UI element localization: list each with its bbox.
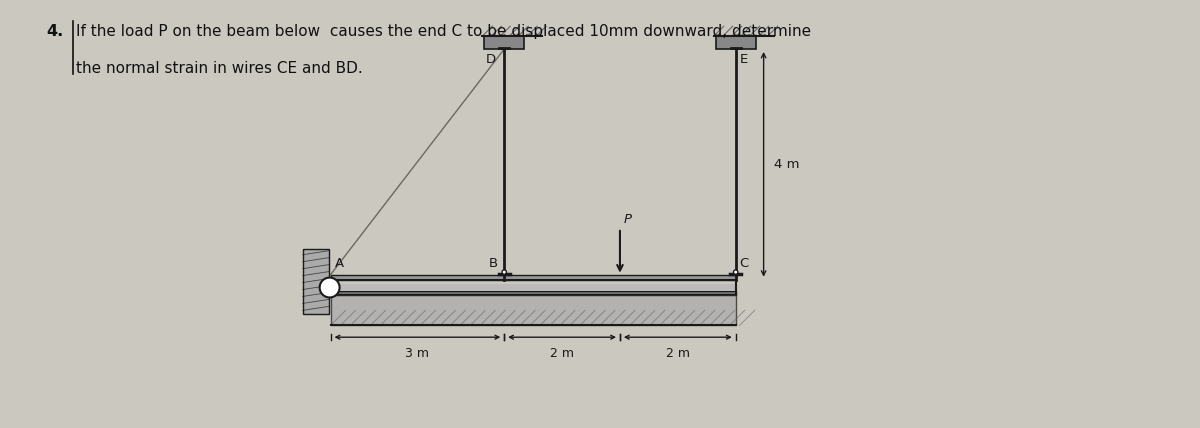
Circle shape xyxy=(733,270,738,274)
Bar xyxy=(331,291,736,295)
Text: 4 m: 4 m xyxy=(774,158,799,171)
Text: C: C xyxy=(739,257,749,270)
Text: D: D xyxy=(485,53,496,66)
Text: 3 m: 3 m xyxy=(406,347,430,360)
Circle shape xyxy=(502,270,506,274)
Bar xyxy=(331,275,736,279)
Circle shape xyxy=(319,278,340,297)
Text: 4.: 4. xyxy=(47,24,64,39)
Bar xyxy=(331,284,736,291)
Text: B: B xyxy=(488,257,497,270)
Text: If the load P on the beam below  causes the end C to be displaced 10mm downward,: If the load P on the beam below causes t… xyxy=(77,24,811,39)
Bar xyxy=(715,36,756,49)
Text: E: E xyxy=(739,53,748,66)
Text: 2 m: 2 m xyxy=(550,347,574,360)
Bar xyxy=(302,249,329,314)
Text: 2 m: 2 m xyxy=(666,347,690,360)
Bar xyxy=(485,36,524,49)
Text: the normal strain in wires CE and BD.: the normal strain in wires CE and BD. xyxy=(77,61,362,76)
Bar xyxy=(331,295,736,325)
Bar xyxy=(331,279,736,295)
Text: P: P xyxy=(624,213,632,226)
Text: A: A xyxy=(335,257,343,270)
